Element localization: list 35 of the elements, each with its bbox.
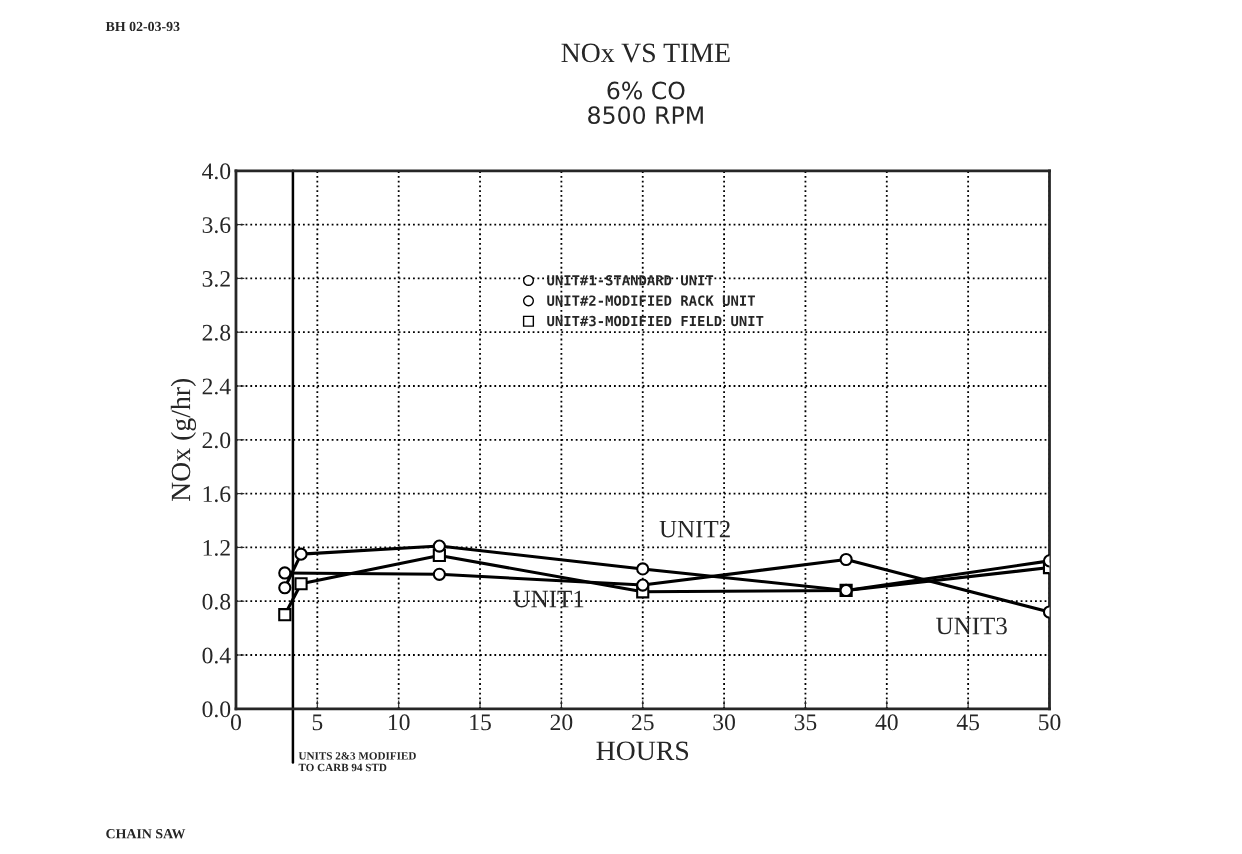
ref-line-label: UNITS 2&3 MODIFIED TO CARB 94 STD <box>298 752 416 772</box>
x-axis-title: HOURS <box>596 741 689 761</box>
x-tick-label: 45 <box>956 714 980 731</box>
y-tick-label: 1.2 <box>203 539 230 556</box>
legend-label: UNIT#2-MODIFIED RACK UNIT <box>547 295 755 306</box>
y-tick-label: 0.0 <box>202 701 231 718</box>
annotation: UNIT3 <box>936 617 1007 635</box>
chart-title: NOx VS TIME <box>561 43 730 63</box>
y-tick-label: 2.8 <box>202 324 231 341</box>
text: CHAIN SAW <box>106 829 186 839</box>
y-tick-label: 0.8 <box>202 593 231 610</box>
x-tick-label: 50 <box>1039 714 1061 731</box>
chart-subtitle: 6% CO 8500 RPM <box>588 81 703 125</box>
legend-label: UNIT#3-MODIFIED FIELD UNIT <box>547 315 764 327</box>
x-tick-label: 0 <box>230 714 241 731</box>
y-axis-title: NOx (g/hr) <box>170 378 197 502</box>
y-tick-label: 2.4 <box>202 378 231 395</box>
annotation: UNIT1 <box>513 590 584 608</box>
x-tick-label: 5 <box>312 714 323 731</box>
x-tick-label: 15 <box>470 714 491 731</box>
text: BH 02-03-93 <box>105 21 180 32</box>
x-tick-label: 40 <box>875 714 898 731</box>
x-tick-label: 20 <box>550 714 573 731</box>
y-tick-label: 4.0 <box>202 163 231 180</box>
annotation: UNIT2 <box>659 520 730 538</box>
x-tick-label: 10 <box>388 714 410 731</box>
y-tick-label: 1.6 <box>203 486 231 503</box>
legend-label: UNIT#1-STANDARD UNIT <box>547 275 714 286</box>
y-tick-label: 3.6 <box>202 217 231 234</box>
y-tick-label: 2.0 <box>202 432 231 449</box>
x-tick-label: 30 <box>713 714 735 731</box>
x-tick-label: 35 <box>794 714 817 731</box>
y-tick-label: 3.2 <box>202 270 230 287</box>
y-tick-label: 0.4 <box>202 647 231 664</box>
x-tick-label: 25 <box>631 714 654 731</box>
